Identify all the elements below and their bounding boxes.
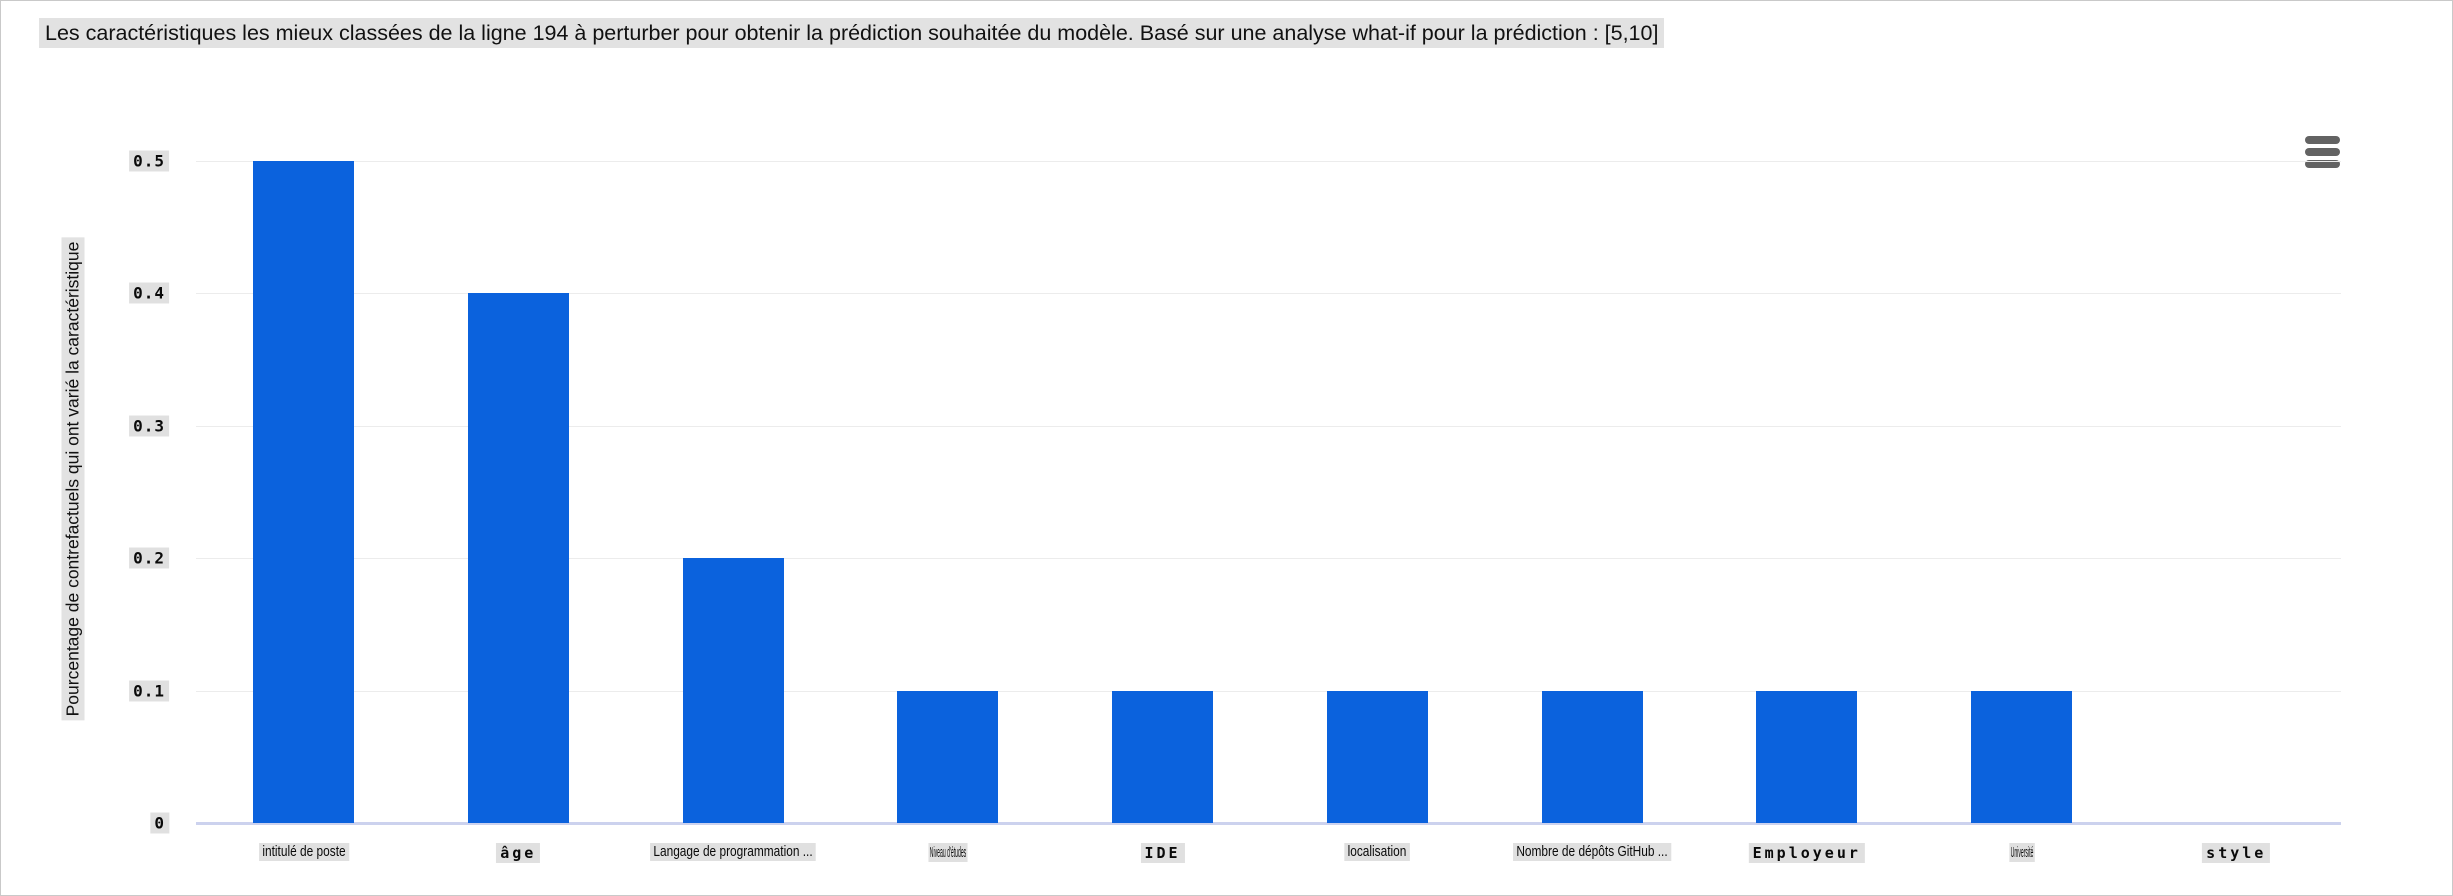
x-tick-label: intitulé de poste <box>258 843 349 861</box>
x-tick-label: âge <box>496 843 541 863</box>
y-tick-label: 0.1 <box>129 680 169 702</box>
y-gridline <box>196 690 2341 692</box>
y-tick-label: 0.3 <box>129 415 169 437</box>
y-tick-label: 0.5 <box>129 150 169 172</box>
bar[interactable] <box>897 690 999 823</box>
y-gridline <box>196 425 2341 427</box>
y-gridline <box>196 558 2341 560</box>
bar[interactable] <box>682 558 784 823</box>
x-tick-label: Langage de programmation ... <box>650 843 816 861</box>
y-gridline <box>196 293 2341 295</box>
x-tick-label: Niveau d'études <box>928 843 968 862</box>
bar[interactable] <box>1112 690 1213 823</box>
x-axis-baseline <box>196 822 2341 825</box>
bar[interactable] <box>1541 690 1643 823</box>
y-gridline <box>196 161 2341 162</box>
x-tick-label: localisation <box>1344 843 1410 861</box>
x-tick-label: Université <box>2008 843 2035 862</box>
bar[interactable] <box>253 161 354 823</box>
y-tick-label: 0.2 <box>129 547 169 569</box>
bar[interactable] <box>1756 690 1858 823</box>
bar[interactable] <box>1326 690 1428 823</box>
hamburger-menu-button[interactable] <box>2301 132 2343 172</box>
bar[interactable] <box>467 293 569 823</box>
bar[interactable] <box>1971 690 2072 823</box>
x-tick-label: Nombre de dépôts GitHub ... <box>1513 843 1671 861</box>
x-tick-label: style <box>2202 843 2271 863</box>
x-tick-label: Employeur <box>1748 843 1865 863</box>
chart-title: Les caractéristiques les mieux classées … <box>39 18 1665 48</box>
x-tick-label: IDE <box>1140 843 1185 863</box>
y-tick-label: 0.4 <box>129 282 169 304</box>
y-tick-label: 0 <box>150 812 169 834</box>
